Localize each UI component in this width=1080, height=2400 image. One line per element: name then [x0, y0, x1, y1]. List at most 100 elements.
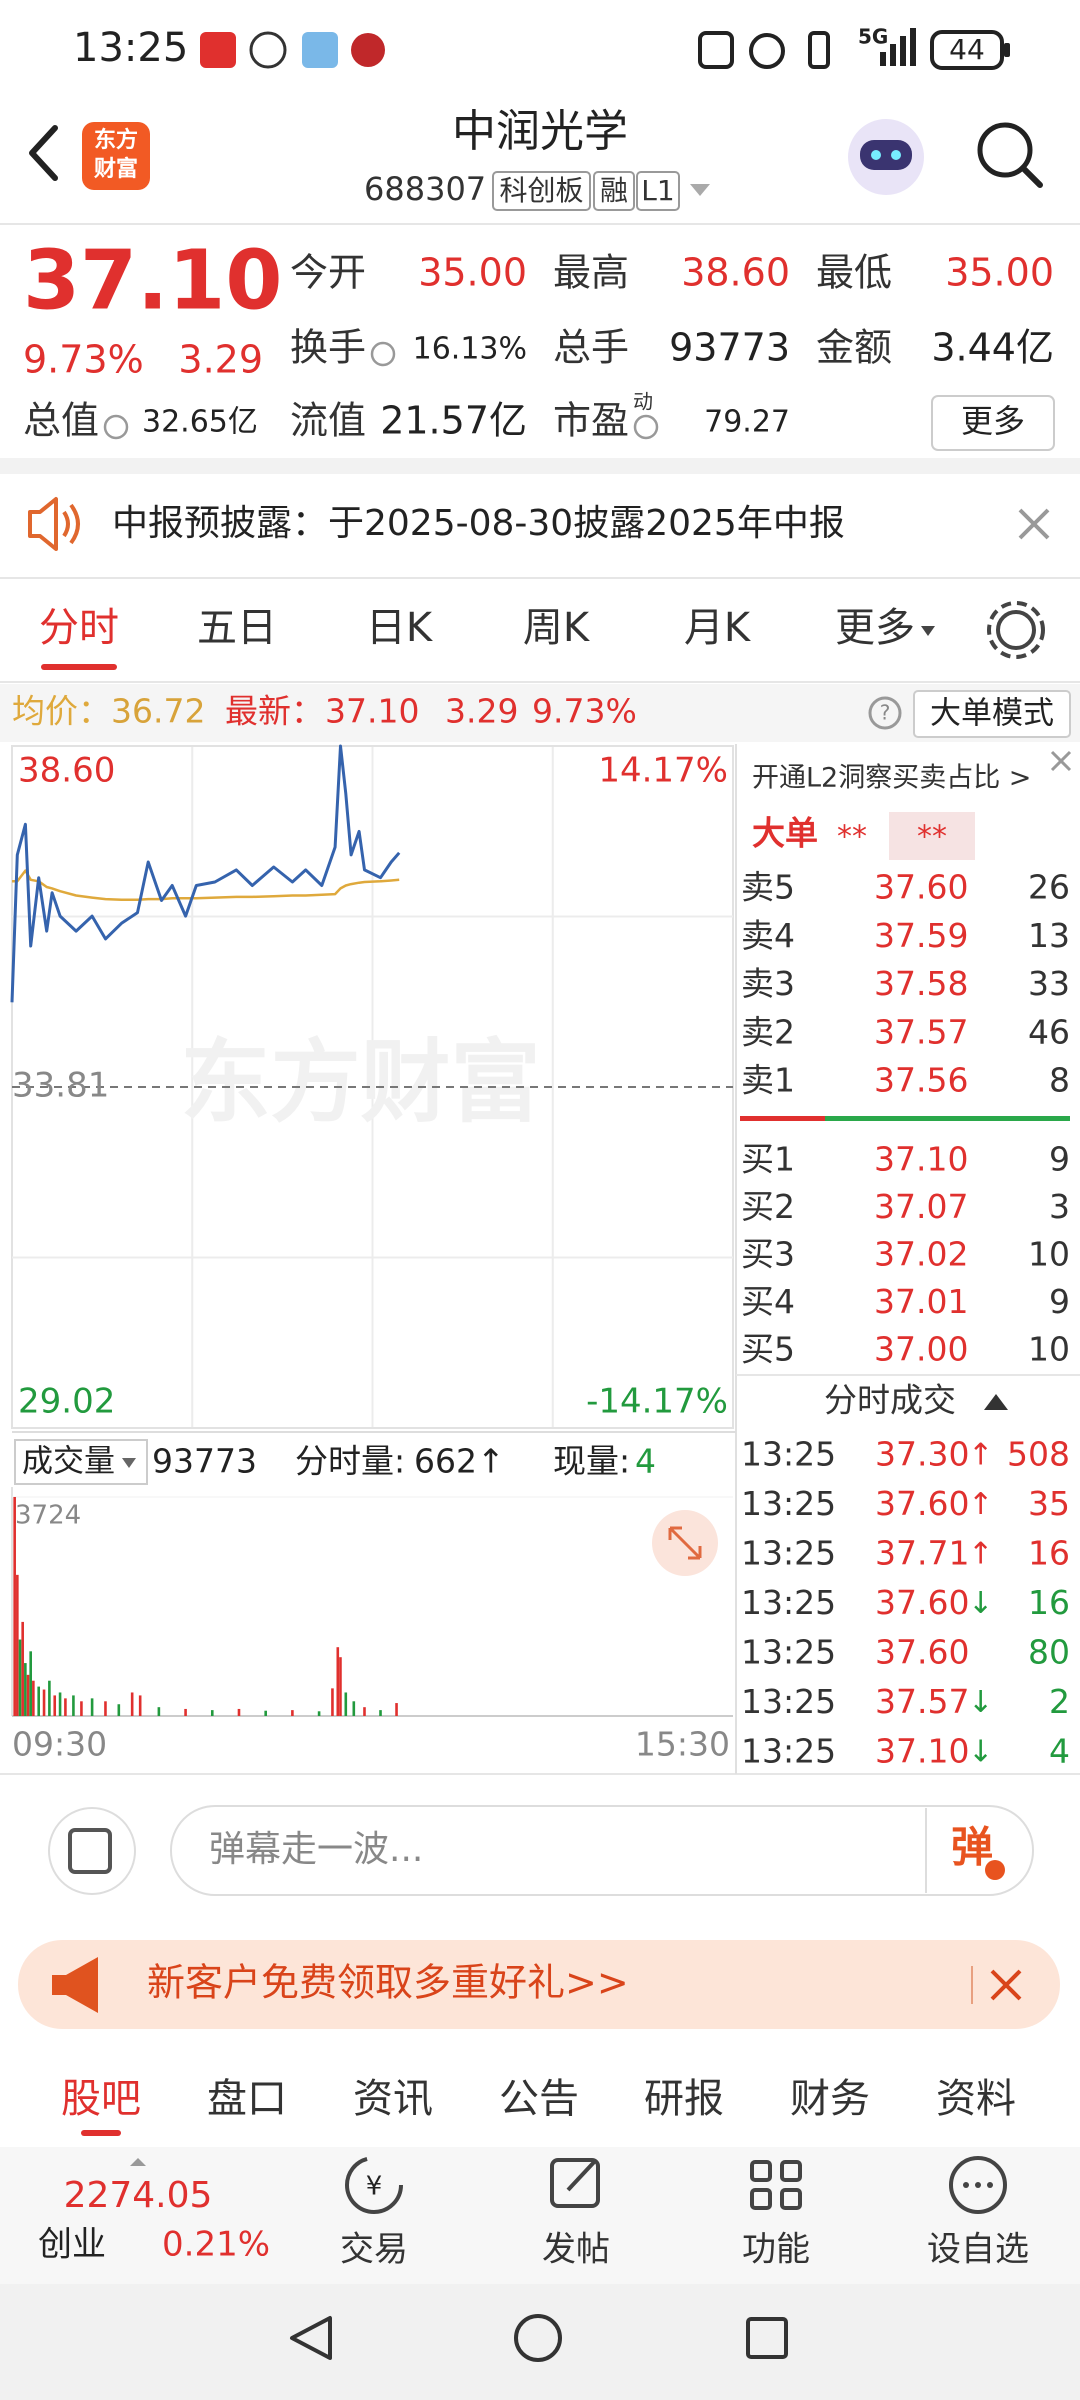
- dot: [975, 2182, 981, 2188]
- search-button[interactable]: [977, 122, 1033, 178]
- book-label: 买3: [741, 1235, 795, 1274]
- trade-volume: 80: [1028, 1633, 1070, 1672]
- promo-banner[interactable]: [18, 1940, 1060, 2029]
- function-icon: [780, 2188, 802, 2210]
- index-change[interactable]: 0.21%: [162, 2225, 270, 2265]
- mode-button[interactable]: [913, 690, 1071, 738]
- y2-tick-label: -14.17%: [586, 1382, 728, 1422]
- nfc-icon: [698, 31, 734, 69]
- system-back[interactable]: [290, 2316, 332, 2360]
- system-recents[interactable]: [746, 2317, 788, 2359]
- notice-close[interactable]: [1018, 508, 1050, 540]
- field-label: 今开: [290, 251, 366, 295]
- promo-text[interactable]: 新客户免费领取多重好礼>>: [147, 1961, 629, 2005]
- l2-promo[interactable]: 开通L2洞察买卖占比 >: [752, 763, 1031, 794]
- tab[interactable]: 日K: [366, 605, 434, 651]
- trade-time: 13:25: [741, 1732, 836, 1771]
- field-label: 换手: [290, 326, 366, 370]
- stock-name: 中润光学: [452, 106, 628, 157]
- field-value: 93773: [669, 326, 790, 370]
- bottom-tab[interactable]: 研报: [644, 2076, 724, 2122]
- nav-item[interactable]: 设自选: [927, 2230, 1029, 2270]
- mode-label[interactable]: 大单模式: [930, 696, 1054, 732]
- back-button[interactable]: [29, 125, 58, 181]
- function-icon: [750, 2188, 772, 2210]
- speaker-icon: [28, 497, 58, 551]
- volume-bar: [32, 1680, 35, 1716]
- nav-item[interactable]: 交易: [340, 2230, 408, 2270]
- volume-bar: [344, 1692, 348, 1716]
- nav-item[interactable]: 功能: [742, 2230, 810, 2270]
- status-icon: [249, 31, 287, 69]
- trades-title: 分时成交: [824, 1381, 956, 1420]
- book-price: 37.57: [874, 1012, 968, 1051]
- field-value: 79.27: [704, 405, 790, 440]
- tab[interactable]: 五日: [197, 605, 277, 651]
- book-label: 买2: [741, 1187, 795, 1226]
- bottom-tab[interactable]: 公告: [499, 2076, 579, 2122]
- settings-icon[interactable]: [996, 610, 1036, 650]
- trade-icon: [345, 2156, 403, 2214]
- book-label: 买4: [741, 1282, 795, 1321]
- sort-arrow[interactable]: [984, 1394, 1008, 1410]
- volume-bar: [336, 1647, 340, 1716]
- trade-arrow: ↑: [968, 1438, 993, 1473]
- tab[interactable]: 周K: [523, 605, 591, 651]
- trade-time: 13:25: [741, 1682, 836, 1721]
- tab[interactable]: 分时: [39, 605, 119, 651]
- system-home[interactable]: [514, 2314, 562, 2362]
- bottom-tab[interactable]: 资料: [936, 2076, 1016, 2122]
- promo-close[interactable]: [990, 1969, 1022, 2001]
- book-label: 买1: [741, 1140, 795, 1179]
- speaker-waves: [62, 503, 80, 545]
- current-volume: 4: [635, 1442, 656, 1481]
- y-tick-label: 33.81: [12, 1066, 109, 1106]
- bottom-tab[interactable]: 盘口: [207, 2076, 287, 2122]
- book-volume: 33: [1028, 964, 1070, 1003]
- trade-volume: 16: [1028, 1534, 1070, 1573]
- trade-arrow: ↑: [968, 1487, 993, 1522]
- more-label[interactable]: 更多: [961, 402, 1025, 440]
- signal-bar: [900, 36, 906, 66]
- volume-bar: [90, 1698, 94, 1716]
- book-volume: 13: [1028, 916, 1070, 955]
- tab[interactable]: 更多: [835, 605, 915, 651]
- book-label: 卖2: [741, 1012, 795, 1051]
- tab[interactable]: 月K: [684, 605, 752, 651]
- volume-bar: [157, 1707, 161, 1716]
- volume-total: 93773: [152, 1442, 257, 1481]
- bottom-tab[interactable]: 资讯: [353, 2076, 433, 2122]
- help-icon[interactable]: [868, 696, 902, 730]
- book-label: 卖4: [741, 916, 795, 955]
- x-tick-label: 09:30: [12, 1725, 107, 1764]
- bottom-tab[interactable]: 财务: [790, 2076, 870, 2122]
- field-label: 最高: [553, 251, 629, 295]
- index-name[interactable]: 创业: [38, 2225, 106, 2265]
- field-label: 总手: [553, 326, 629, 370]
- avg-label: 均价：: [12, 692, 111, 731]
- more-button[interactable]: [931, 395, 1055, 451]
- latest-change: 3.29: [445, 692, 518, 731]
- danmaku-send[interactable]: 弹: [951, 1823, 993, 1872]
- nav-item[interactable]: 发帖: [542, 2230, 610, 2270]
- comment-placeholder[interactable]: 弹幕走一波...: [209, 1829, 423, 1870]
- battery-level: 44: [949, 33, 985, 66]
- dropdown-arrow[interactable]: [690, 184, 710, 196]
- panel-close[interactable]: [1050, 750, 1072, 772]
- field-value: 16.13%: [413, 332, 527, 367]
- notice-text[interactable]: 中报预披露：于2025-08-30披露2025年中报: [112, 503, 845, 544]
- settings-gear: [987, 601, 1045, 659]
- expand-icon: [668, 1526, 702, 1560]
- comment-input[interactable]: [170, 1805, 1034, 1896]
- index-value[interactable]: 2274.05: [64, 2175, 213, 2216]
- bottom-tab[interactable]: 股吧: [61, 2076, 141, 2122]
- danmaku-toggle[interactable]: [48, 1807, 136, 1895]
- trade-volume: 508: [1007, 1435, 1070, 1474]
- volume-bar: [363, 1707, 366, 1716]
- tab-indicator: [81, 2130, 121, 2136]
- separator: [0, 458, 1080, 474]
- trade-price: 37.60: [875, 1633, 969, 1672]
- book-label: 买5: [741, 1330, 795, 1369]
- assistant-eye: [871, 150, 881, 160]
- volume-label[interactable]: 成交量: [22, 1444, 115, 1480]
